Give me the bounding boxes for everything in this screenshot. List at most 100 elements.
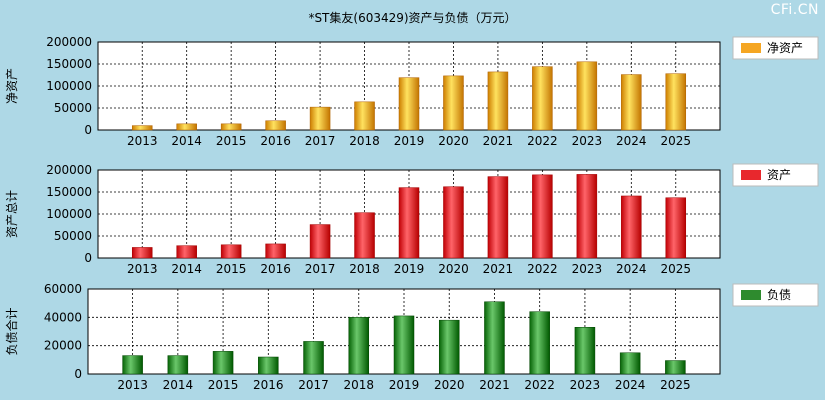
- x-tick-label: 2016: [260, 134, 291, 148]
- y-tick-label: 200000: [46, 163, 92, 177]
- bar-2013: [122, 355, 143, 375]
- legend-box: [732, 283, 819, 307]
- legend-label: 资产: [767, 168, 791, 182]
- x-tick-label: 2017: [305, 134, 336, 148]
- y-axis-label: 资产总计: [5, 190, 19, 238]
- y-tick-label: 200000: [46, 35, 92, 49]
- bar-2019: [398, 77, 420, 131]
- bar-2025: [665, 73, 687, 131]
- x-tick-label: 2024: [616, 262, 647, 276]
- y-tick-label: 0: [74, 367, 82, 381]
- bar-2023: [576, 174, 598, 259]
- legend-label: 负债: [767, 288, 791, 302]
- bar-2014: [176, 123, 197, 131]
- bar-2016: [265, 120, 286, 131]
- bar-2024: [621, 74, 642, 131]
- bar-2017: [309, 224, 331, 259]
- x-tick-label: 2015: [208, 378, 239, 392]
- x-tick-label: 2015: [216, 134, 247, 148]
- bar-2020: [443, 75, 464, 131]
- y-tick-label: 100000: [46, 79, 92, 93]
- panel-1: 0 50000 100000 150000 200000 2013 2014 2015 2016…: [5, 35, 819, 148]
- x-tick-label: 2013: [127, 262, 158, 276]
- bar-2022: [529, 311, 550, 375]
- x-tick-label: 2019: [394, 262, 425, 276]
- legend-label: 净资产: [767, 41, 803, 55]
- x-tick-label: 2023: [572, 134, 603, 148]
- x-tick-label: 2014: [163, 378, 194, 392]
- y-tick-label: 150000: [46, 57, 92, 71]
- bar-2023: [574, 327, 596, 375]
- x-tick-label: 2020: [438, 262, 469, 276]
- x-tick-label: 2019: [389, 378, 420, 392]
- x-tick-label: 2025: [660, 378, 691, 392]
- x-tick-label: 2023: [570, 378, 601, 392]
- bar-2025: [665, 360, 686, 375]
- legend-swatch: [741, 290, 761, 300]
- x-tick-label: 2022: [524, 378, 555, 392]
- legend-box: [732, 163, 819, 187]
- bar-2017: [303, 341, 324, 375]
- y-tick-label: 20000: [44, 339, 82, 353]
- bar-2024: [621, 195, 642, 259]
- x-tick-label: 2017: [298, 378, 329, 392]
- bar-2015: [212, 351, 234, 375]
- chart-title: *ST集友(603429)资产与负债（万元）: [308, 11, 517, 25]
- legend-box: [732, 36, 819, 60]
- bar-2013: [131, 247, 153, 259]
- x-tick-label: 2017: [305, 262, 336, 276]
- y-tick-label: 100000: [46, 207, 92, 221]
- bar-2023: [576, 61, 598, 131]
- bar-2025: [665, 197, 687, 259]
- y-tick-label: 60000: [44, 282, 82, 296]
- x-tick-label: 2013: [117, 378, 148, 392]
- bar-2021: [487, 71, 509, 131]
- y-tick-label: 40000: [44, 310, 82, 324]
- x-tick-label: 2015: [216, 262, 247, 276]
- x-tick-label: 2014: [171, 134, 202, 148]
- y-tick-label: 150000: [46, 185, 92, 199]
- y-tick-label: 0: [84, 251, 92, 265]
- bar-2022: [532, 174, 553, 259]
- bar-2021: [487, 176, 509, 259]
- x-tick-label: 2020: [434, 378, 465, 392]
- x-tick-label: 2016: [253, 378, 284, 392]
- bar-2015: [220, 244, 242, 259]
- bar-2022: [532, 66, 553, 131]
- x-tick-label: 2018: [349, 262, 380, 276]
- bar-2018: [354, 101, 375, 131]
- bar-2017: [309, 106, 331, 131]
- bar-2019: [398, 187, 420, 259]
- y-tick-label: 0: [84, 123, 92, 137]
- y-tick-label: 50000: [54, 229, 92, 243]
- bar-2013: [131, 125, 153, 131]
- legend-swatch: [741, 43, 761, 53]
- x-tick-label: 2023: [572, 262, 603, 276]
- x-tick-label: 2013: [127, 134, 158, 148]
- bar-2019: [393, 315, 415, 375]
- x-tick-label: 2016: [260, 262, 291, 276]
- x-tick-label: 2021: [483, 134, 514, 148]
- x-tick-label: 2025: [660, 262, 691, 276]
- x-tick-label: 2024: [616, 134, 647, 148]
- x-tick-label: 2018: [343, 378, 374, 392]
- x-tick-label: 2019: [394, 134, 425, 148]
- y-axis-label: 净资产: [5, 68, 19, 104]
- x-tick-label: 2021: [483, 262, 514, 276]
- x-tick-label: 2022: [527, 134, 558, 148]
- bar-2020: [443, 186, 464, 259]
- bar-2016: [258, 356, 279, 375]
- bar-2015: [220, 123, 242, 131]
- bar-2016: [265, 243, 286, 259]
- bar-2014: [167, 355, 189, 375]
- x-tick-label: 2020: [438, 134, 469, 148]
- bar-2024: [619, 352, 641, 375]
- y-axis-label: 负债合计: [4, 307, 19, 355]
- x-tick-label: 2024: [615, 378, 646, 392]
- x-tick-label: 2018: [349, 134, 380, 148]
- bar-2018: [354, 212, 375, 259]
- panel-3: 0 20000 40000 60000 2013 2014 2015 2016 2017 2018…: [4, 282, 819, 392]
- x-tick-label: 2025: [660, 134, 691, 148]
